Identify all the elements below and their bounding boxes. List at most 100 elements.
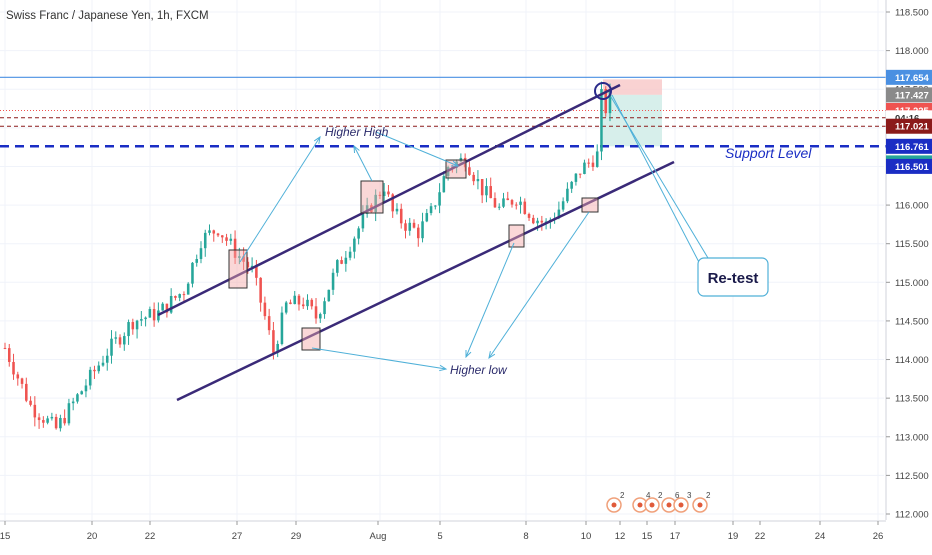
candle-body <box>148 309 152 318</box>
candle-body <box>12 361 15 375</box>
candle-body <box>480 179 484 196</box>
candle-body <box>519 201 522 205</box>
candle-body <box>468 167 471 175</box>
channel-upper-line <box>157 83 621 317</box>
candle-body <box>203 232 207 249</box>
candle-body <box>340 260 343 264</box>
higher-high-label: Higher High <box>325 125 389 139</box>
candle-body <box>489 186 492 199</box>
price-tick-label: 112.500 <box>895 471 929 482</box>
arrow-hh-3 <box>375 131 459 167</box>
candle-body <box>182 294 186 296</box>
event-count: 2 <box>620 491 625 500</box>
candle-body <box>50 416 54 419</box>
chart-title: Swiss Franc / Japanese Yen, 1h, FXCM <box>6 10 209 22</box>
arrow-hl-2 <box>465 242 515 358</box>
time-tick-label: 22 <box>755 531 766 542</box>
arrow-hh-2-head <box>353 144 360 154</box>
candle-body <box>472 174 475 182</box>
candle-body <box>276 343 279 353</box>
event-icon-dot <box>611 502 617 508</box>
pivot-box <box>581 197 599 213</box>
candle-body <box>608 90 612 114</box>
candle-body <box>280 312 284 344</box>
candle-body <box>412 222 416 228</box>
price-tick-label: 118.000 <box>895 46 929 57</box>
price-label: 117.427 <box>895 90 929 101</box>
candle-body <box>387 191 390 195</box>
candle-body <box>378 194 382 197</box>
candle-body <box>195 259 199 263</box>
time-tick-label: 15 <box>642 531 653 542</box>
candle-body <box>331 272 335 290</box>
channel-lower-line <box>176 160 675 402</box>
candle-body <box>583 162 586 174</box>
candle-body <box>165 303 169 313</box>
candle-body <box>80 391 83 395</box>
candle-body <box>250 265 254 268</box>
candle-body <box>336 260 339 273</box>
candle-body <box>404 223 407 231</box>
arrow-hh-3-head <box>450 160 460 167</box>
price-label: 116.501 <box>895 162 930 173</box>
candle-body <box>310 299 314 307</box>
candle-body <box>425 213 429 222</box>
candle-body <box>263 302 267 317</box>
candle-body <box>502 198 505 207</box>
candle-body <box>88 369 92 386</box>
candle-body <box>289 302 292 305</box>
candle-body <box>399 208 403 224</box>
arrow-hl-3-head <box>488 351 496 360</box>
price-tick-label: 113.000 <box>895 432 929 443</box>
support-level-label: Support Level <box>725 145 812 161</box>
candle-body <box>208 230 211 233</box>
price-tick-label: 114.500 <box>895 316 929 327</box>
candle-body <box>259 277 262 303</box>
candle-body <box>216 233 220 236</box>
candle-body <box>186 283 190 295</box>
pivot-box <box>301 327 321 351</box>
candle-body <box>191 262 194 284</box>
candle-body <box>532 217 535 224</box>
pivot-box <box>360 180 384 214</box>
event-count: 3 <box>687 491 692 500</box>
candle-body <box>144 317 147 320</box>
retest-connector-2 <box>611 94 703 269</box>
event-count: 2 <box>706 491 711 500</box>
event-icon-dot <box>666 502 672 508</box>
time-tick-label: 5 <box>437 531 442 542</box>
pivot-box <box>228 249 248 289</box>
arrow-hl-2-head <box>465 349 472 359</box>
candle-body <box>416 227 420 239</box>
time-tick-label: 12 <box>615 531 626 542</box>
candle-body <box>284 302 288 313</box>
candle-body <box>442 176 446 193</box>
candle-body <box>105 355 109 363</box>
higher-low-label: Higher low <box>450 363 508 377</box>
price-tick-label: 115.500 <box>895 239 929 250</box>
pivot-box <box>508 224 525 248</box>
time-tick-label: 19 <box>728 531 739 542</box>
candle-body <box>382 191 386 197</box>
candle-body <box>242 256 245 262</box>
event-count: 6 <box>675 491 680 500</box>
candle-body <box>327 289 331 302</box>
candle-body <box>267 316 271 331</box>
candle-body <box>246 261 250 268</box>
candle-body <box>536 220 539 224</box>
candle-body <box>29 400 32 405</box>
arrow-hh-2 <box>353 145 373 182</box>
time-tick-label: 26 <box>873 531 884 542</box>
time-tick-label: 17 <box>670 531 681 542</box>
price-label-box <box>886 69 932 85</box>
event-count: 2 <box>658 491 663 500</box>
candle-body <box>71 401 75 404</box>
arrow-hl-1-head <box>439 364 448 372</box>
arrow-hl-3 <box>488 211 590 359</box>
candle-body <box>272 330 275 353</box>
time-tick-label: 10 <box>581 531 592 542</box>
candle-body <box>135 320 139 330</box>
time-tick-label: 15 <box>0 531 10 542</box>
candle-body <box>174 295 177 298</box>
candle-body <box>255 265 258 278</box>
